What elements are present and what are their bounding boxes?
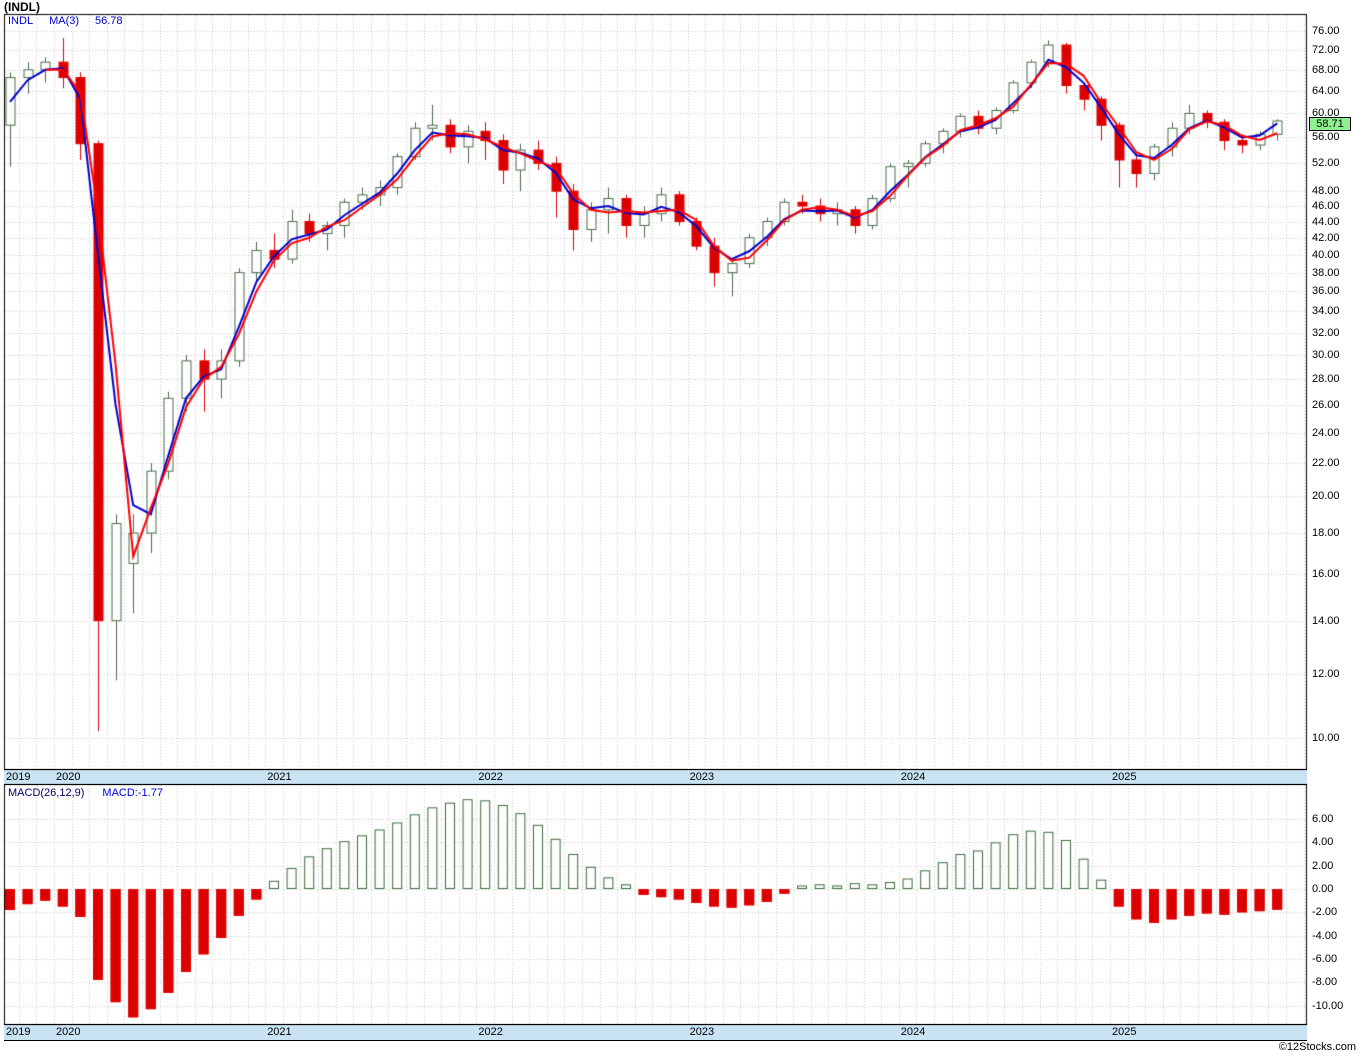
axis-tick-label: 18.00 <box>1312 527 1340 540</box>
axis-tick-label: 76.00 <box>1312 25 1340 37</box>
axis-tick-label: 48.00 <box>1312 185 1340 198</box>
axis-tick-label: 28.00 <box>1312 373 1340 386</box>
year-label: 2025 <box>1112 1026 1137 1038</box>
chart-title: (INDL) <box>4 0 40 14</box>
price-legend: INDL MA(3) 56.78 <box>8 15 139 27</box>
axis-tick-label: -10.00 <box>1312 999 1344 1012</box>
year-axis-top: 2019 2020 2021 2022 2023 2024 2025 <box>4 769 1307 785</box>
legend-ma-value: 56.78 <box>95 15 123 27</box>
macd-current-value: MACD:-1.77 <box>102 787 163 799</box>
axis-tick-label: 36.00 <box>1312 285 1340 298</box>
legend-symbol: INDL <box>8 15 34 27</box>
axis-tick-label: 4.00 <box>1312 836 1334 849</box>
axis-tick-label: 12.00 <box>1312 668 1340 681</box>
year-label: 2023 <box>689 1026 715 1038</box>
axis-tick-label: 16.00 <box>1312 568 1340 581</box>
axis-tick-label: -6.00 <box>1312 953 1338 965</box>
axis-tick-label: 40.00 <box>1312 248 1340 261</box>
year-label: 2021 <box>267 771 292 783</box>
axis-tick-label: 46.00 <box>1312 200 1340 213</box>
axis-tick-label: 32.00 <box>1312 326 1340 339</box>
year-label: 2024 <box>900 1026 926 1038</box>
axis-tick-label: 20.00 <box>1312 490 1340 503</box>
macd-params-label: MACD(26,12,9) <box>8 787 85 799</box>
axis-tick-label: 52.00 <box>1312 157 1340 170</box>
axis-tick-label: 42.00 <box>1312 231 1340 244</box>
legend-ma-label: MA(3) <box>49 15 80 27</box>
axis-tick-label: -4.00 <box>1312 929 1338 942</box>
year-axis-bottom: 2019 2020 2021 2022 2023 2024 2025 <box>4 1024 1307 1041</box>
axis-tick-label: 22.00 <box>1312 457 1340 470</box>
year-label: 2020 <box>56 771 81 783</box>
year-label: 2020 <box>56 1026 81 1038</box>
axis-tick-label: 26.00 <box>1312 398 1340 411</box>
axis-tick-label: 44.00 <box>1312 215 1340 228</box>
year-label: 2022 <box>478 1026 503 1038</box>
watermark: ©12Stocks.com <box>1278 1041 1356 1053</box>
axis-tick-label: 68.00 <box>1312 63 1340 76</box>
axis-tick-label: 2.00 <box>1312 859 1334 872</box>
year-label: 2021 <box>267 1026 292 1038</box>
year-label: 2025 <box>1112 771 1137 783</box>
axis-tick-label: 10.00 <box>1312 732 1340 744</box>
axis-tick-label: 14.00 <box>1312 614 1340 627</box>
year-label: 2024 <box>900 771 926 783</box>
axis-tick-label: 0.00 <box>1312 883 1334 895</box>
year-label: 2022 <box>478 771 503 783</box>
axis-tick-label: -8.00 <box>1312 976 1338 989</box>
axis-tick-label: 24.00 <box>1312 426 1340 439</box>
axis-tick-label: 38.00 <box>1312 266 1340 279</box>
axis-tick-label: 30.00 <box>1312 349 1340 362</box>
axis-tick-label: 72.00 <box>1312 43 1340 56</box>
year-label: 2019 <box>6 771 31 783</box>
axis-tick-label: 6.00 <box>1312 812 1334 825</box>
axis-tick-label: 64.00 <box>1312 84 1340 97</box>
axis-tick-label: -2.00 <box>1312 906 1338 919</box>
axis-tick-label: 34.00 <box>1312 305 1340 318</box>
last-price-tag: 58.71 <box>1309 116 1351 131</box>
year-label: 2019 <box>6 1026 31 1038</box>
macd-legend: MACD(26,12,9) MACD:-1.77 <box>8 787 181 799</box>
axis-tick-label: 56.00 <box>1312 131 1340 144</box>
year-label: 2023 <box>689 771 715 783</box>
